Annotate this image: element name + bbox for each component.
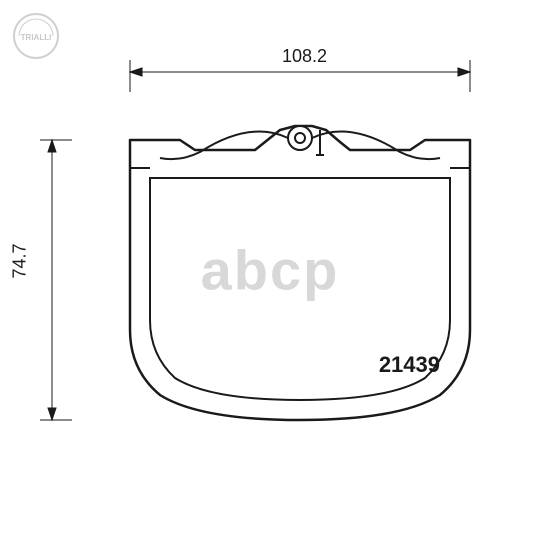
brake-pad-drawing [0,0,540,540]
technical-diagram: TRIALLI abcp [0,0,540,540]
